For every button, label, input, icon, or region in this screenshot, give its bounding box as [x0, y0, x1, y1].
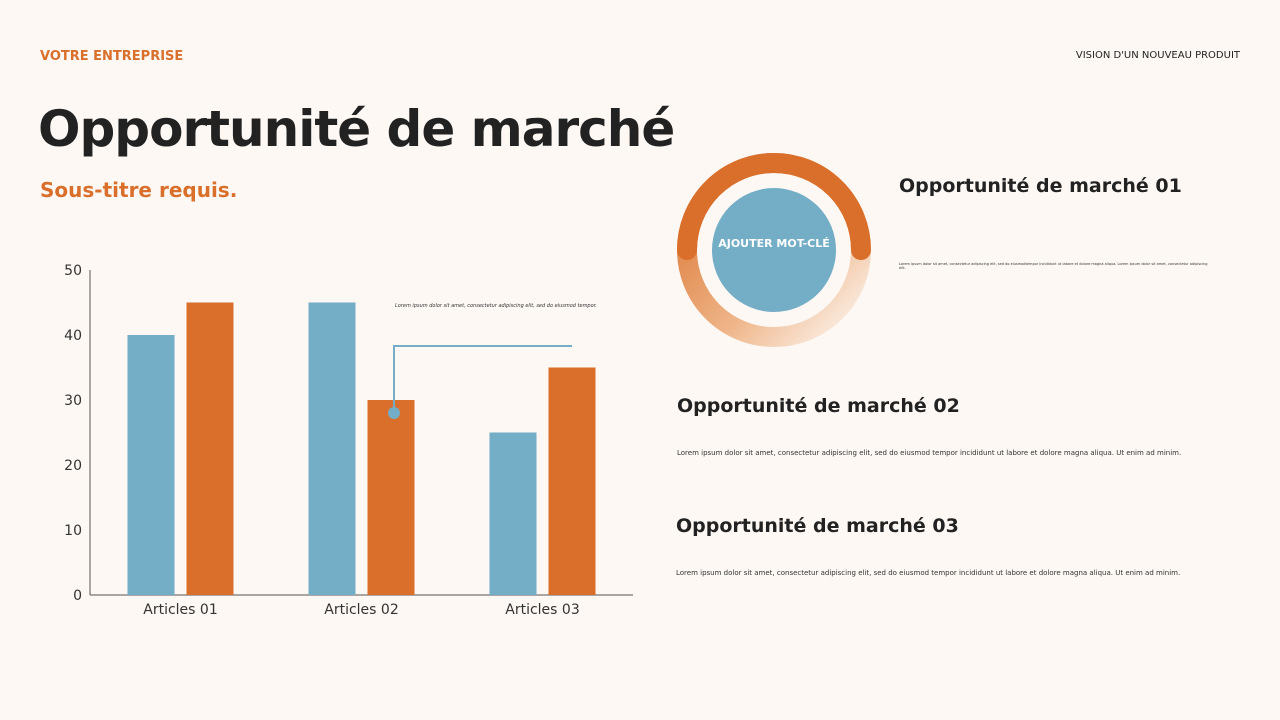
bar [367, 400, 415, 595]
y-tick-label: 10 [64, 523, 82, 539]
bar [489, 432, 537, 595]
page-subtitle: Sous-titre requis. [40, 178, 238, 202]
bar [548, 367, 596, 595]
company-name: VOTRE ENTREPRISE [40, 49, 184, 64]
y-tick-label: 50 [64, 263, 82, 279]
x-tick-label: Articles 03 [505, 602, 579, 618]
section-1-title: Opportunité de marché 01 [899, 175, 1182, 197]
section-3-title: Opportunité de marché 03 [676, 515, 959, 537]
y-tick-label: 0 [73, 588, 82, 604]
section-1-text: Lorem ipsum dolor sit amet, consectetur … [899, 262, 1208, 270]
bar [127, 335, 175, 595]
annotation-dot [388, 407, 400, 419]
vision-label: VISION D'UN NOUVEAU PRODUIT [1075, 50, 1240, 61]
donut-graphic: AJOUTER MOT-CLÉ [676, 153, 871, 347]
y-tick-label: 40 [64, 328, 82, 344]
y-tick-label: 20 [64, 458, 82, 474]
x-tick-label: Articles 01 [143, 602, 217, 618]
x-tick-label: Articles 02 [324, 602, 398, 618]
bar [308, 302, 356, 595]
page-title: Opportunité de marché [38, 100, 675, 158]
annotation-line [393, 345, 572, 413]
section-3-text: Lorem ipsum dolor sit amet, consectetur … [676, 569, 1181, 577]
donut-ring [676, 153, 871, 347]
bar-chart: 0 10 20 30 40 50 Articles 01 Articles 02 Article… [64, 263, 633, 618]
bar [186, 302, 234, 595]
annotation-text: Lorem ipsum dolor sit amet, consectetur … [395, 303, 597, 309]
section-2-title: Opportunité de marché 02 [677, 395, 960, 417]
donut-label: AJOUTER MOT-CLÉ [718, 237, 830, 250]
y-tick-label: 30 [64, 393, 82, 409]
section-2-text: Lorem ipsum dolor sit amet, consectetur … [677, 449, 1182, 457]
